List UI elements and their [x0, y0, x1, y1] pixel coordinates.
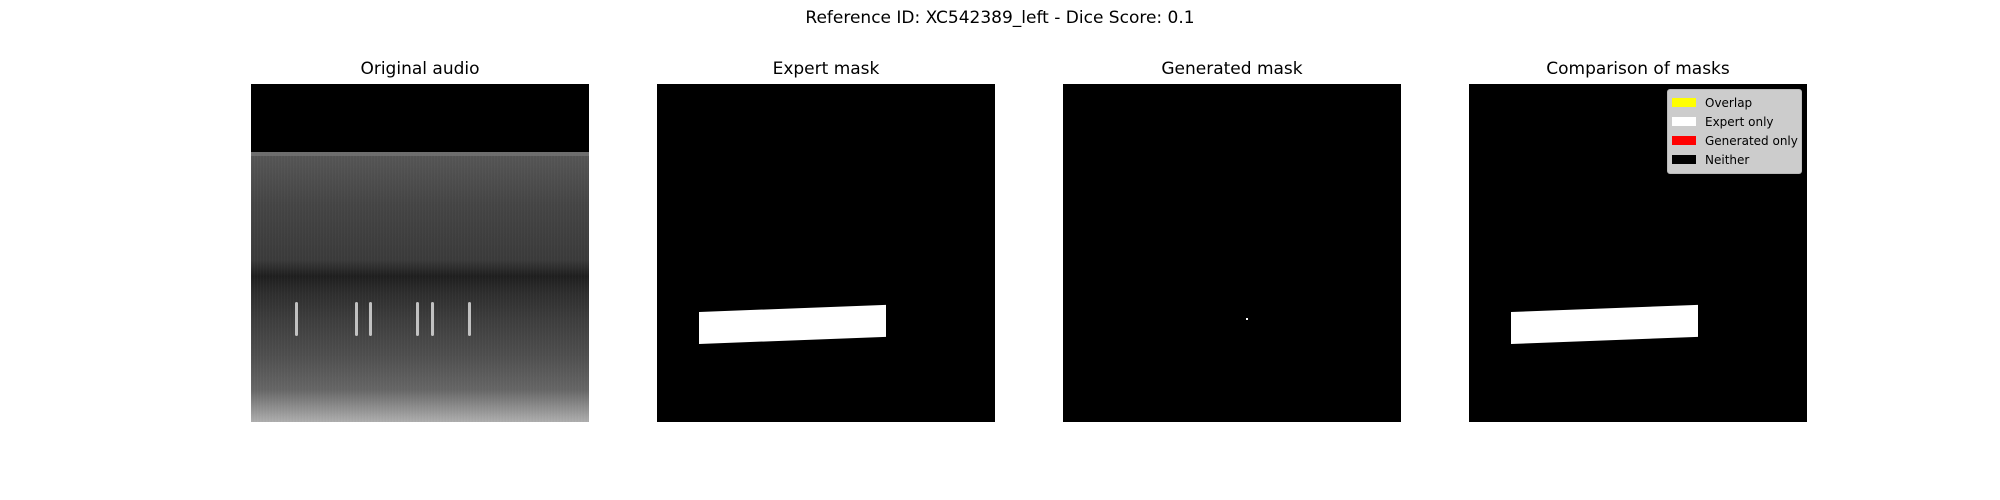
legend-label: Generated only: [1705, 133, 1798, 148]
legend: Overlap Expert only Generated only Neith…: [1667, 89, 1802, 174]
call-mark: [431, 302, 434, 336]
generated-mask-pixel: [1246, 318, 1248, 320]
legend-item-neither: Neither: [1668, 150, 1801, 169]
legend-label: Overlap: [1705, 95, 1753, 110]
call-mark: [369, 302, 372, 336]
legend-item-generated-only: Generated only: [1668, 131, 1801, 150]
legend-item-expert-only: Expert only: [1668, 112, 1801, 131]
legend-swatch: [1672, 155, 1696, 164]
comparison-panel: Overlap Expert only Generated only Neith…: [1469, 84, 1807, 422]
panel-title-generated-mask: Generated mask: [1161, 59, 1303, 79]
expert-mask-region: [699, 304, 886, 344]
expert-only-region: [1511, 304, 1698, 344]
expert-mask-panel: [657, 84, 995, 422]
panel-title-comparison: Comparison of masks: [1546, 59, 1730, 79]
call-mark: [295, 302, 298, 336]
generated-mask-panel: [1063, 84, 1401, 422]
legend-label: Expert only: [1705, 114, 1774, 129]
call-mark: [355, 302, 358, 336]
legend-swatch: [1672, 98, 1696, 107]
call-mark: [416, 302, 419, 336]
spectrogram-panel: [251, 84, 589, 422]
figure-title: Reference ID: XC542389_left - Dice Score…: [805, 8, 1195, 28]
panel-title-expert-mask: Expert mask: [772, 59, 880, 79]
panel-title-original-audio: Original audio: [360, 59, 480, 79]
spectrogram-image: [251, 152, 589, 422]
legend-label: Neither: [1705, 152, 1750, 167]
legend-swatch: [1672, 136, 1696, 145]
legend-item-overlap: Overlap: [1668, 93, 1801, 112]
legend-swatch: [1672, 117, 1696, 126]
call-mark: [468, 302, 471, 336]
spectrogram-top-edge: [251, 152, 589, 156]
